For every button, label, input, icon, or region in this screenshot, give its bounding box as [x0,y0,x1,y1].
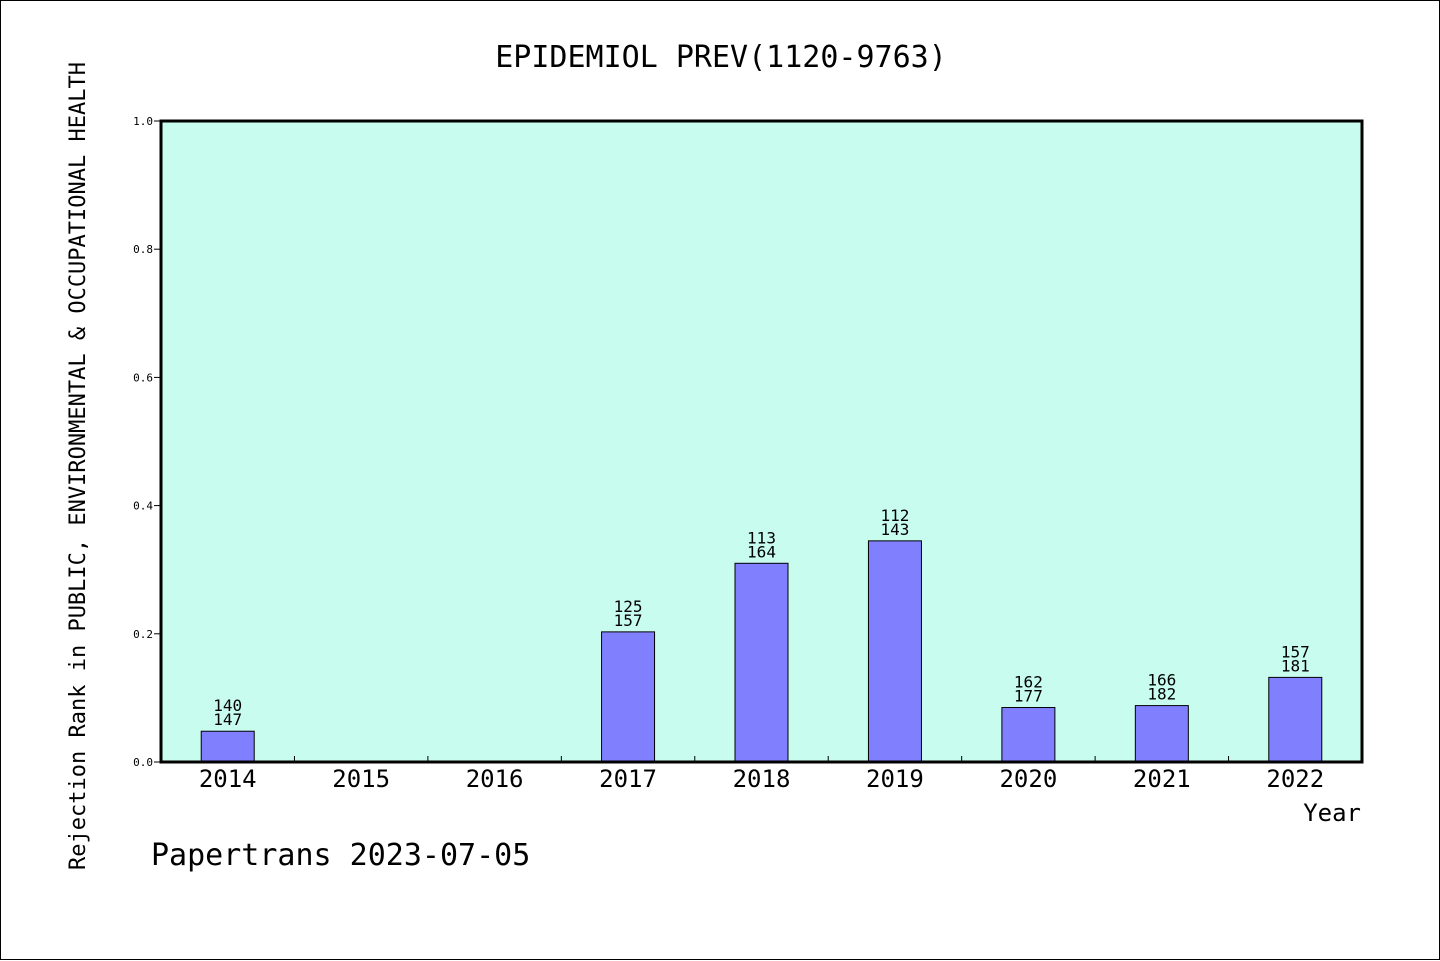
x-tick-label: 2021 [1133,765,1191,793]
bar-data-label: 181 [1281,656,1310,675]
bar-data-label: 157 [614,611,643,630]
y-tick-label: 0.2 [133,628,153,641]
x-tick-label: 2019 [866,765,924,793]
bar-data-label: 147 [213,710,242,729]
bar-data-label: 177 [1014,687,1043,706]
bar-data-label: 113 [747,528,776,547]
bar-data-label: 157 [1281,642,1310,661]
y-tick-label: 0.6 [133,371,153,384]
bar [1268,676,1323,763]
x-tick-label: 2020 [999,765,1057,793]
y-tick-label: 0.8 [133,243,153,256]
bar [200,730,255,763]
chart-title: EPIDEMIOL PREV(1120-9763) [495,40,947,75]
plot-border [159,119,1364,764]
x-tick-label: 2017 [599,765,657,793]
bar-data-label: 125 [614,597,643,616]
bar [1134,705,1189,763]
x-tick-label: 2018 [733,765,791,793]
x-tick-label: 2015 [332,765,390,793]
footer-credit: Papertrans 2023-07-05 [151,838,530,873]
x-axis-label: Year [1303,799,1361,827]
x-tick-label: 2022 [1266,765,1324,793]
bar-data-label: 166 [1147,671,1176,690]
bar-data-label: 140 [213,696,242,715]
bar [1001,707,1056,763]
bar-data-label: 143 [880,520,909,539]
x-tick-label: 2016 [466,765,524,793]
bar [734,562,789,763]
y-tick-label: 1.0 [133,115,153,128]
bar-data-label: 164 [747,542,776,561]
bar-data-label: 162 [1014,673,1043,692]
bar-data-label: 182 [1147,685,1176,704]
bar [601,631,656,763]
x-tick-label: 2014 [199,765,257,793]
y-axis-label: Rejection Rank in PUBLIC, ENVIRONMENTAL … [66,62,91,870]
y-tick-label: 0.4 [133,500,153,513]
bar-data-label: 112 [880,506,909,525]
y-tick-label: 0.0 [133,756,153,769]
bar [867,540,922,763]
